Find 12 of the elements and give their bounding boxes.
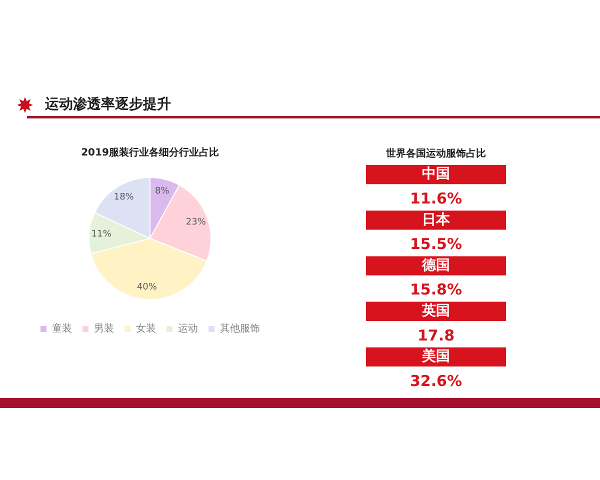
legend-label: 其他服饰 [220, 322, 260, 335]
data-label: 40% [136, 282, 158, 293]
legend-label: 男装 [94, 322, 114, 335]
legend-label: 运动 [178, 322, 198, 335]
data-label: 11% [91, 229, 112, 240]
chart-title: 2019服装行业各细分行业占比 [81, 146, 219, 159]
legend-label: 童装 [52, 322, 72, 335]
data-label: 23% [186, 217, 206, 228]
data-label: 18% [114, 192, 134, 203]
text: 运动渗透率逐步提升 [44, 96, 171, 113]
data-label: 8% [154, 186, 170, 197]
legend-label: 女装 [136, 322, 156, 335]
